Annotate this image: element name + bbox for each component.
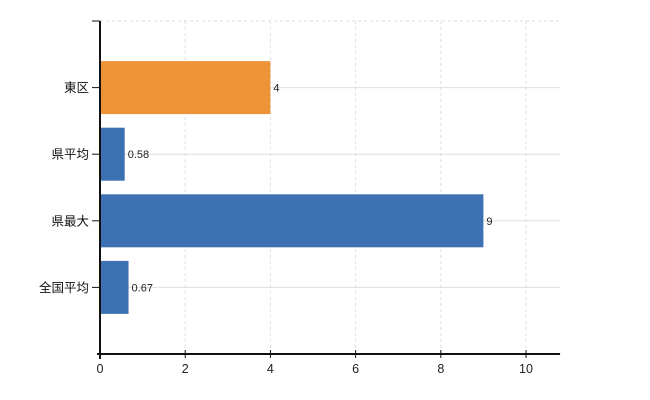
- category-label-0: 東区: [64, 81, 89, 95]
- value-label-0: 4: [273, 83, 279, 95]
- bar-3: [100, 260, 129, 314]
- category-label-1: 県平均: [51, 148, 89, 162]
- value-label-3: 0.67: [132, 282, 153, 294]
- x-tick-label-3: 6: [352, 362, 359, 376]
- x-tick-label-5: 10: [519, 362, 533, 376]
- bar-0: [100, 61, 271, 115]
- x-tick-label-0: 0: [97, 362, 104, 376]
- bar-1: [100, 127, 125, 181]
- x-tick-label-4: 8: [437, 362, 444, 376]
- bar-2: [100, 194, 484, 248]
- x-tick-label-2: 4: [267, 362, 274, 376]
- value-label-1: 0.58: [128, 149, 149, 161]
- x-tick-label-1: 2: [182, 362, 189, 376]
- category-label-3: 全国平均: [39, 280, 89, 295]
- category-label-2: 県最大: [51, 214, 89, 228]
- value-label-2: 9: [486, 216, 492, 228]
